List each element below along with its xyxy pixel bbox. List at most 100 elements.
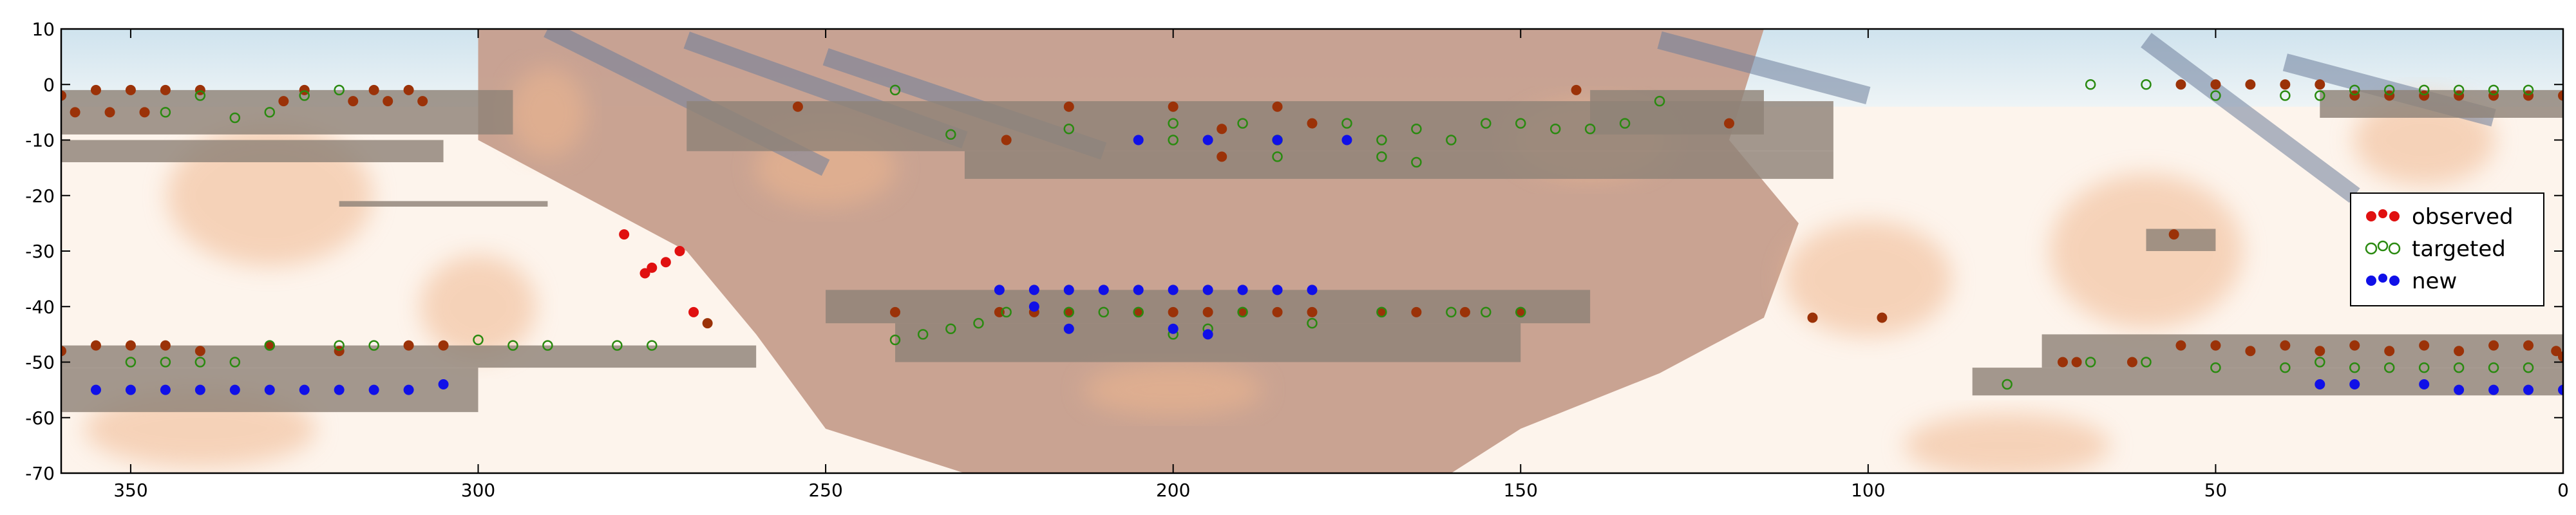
point-new	[160, 384, 171, 395]
point-targeted	[2141, 79, 2152, 90]
point-new	[368, 384, 379, 395]
legend-marker-observed	[2389, 211, 2400, 221]
point-observed	[1063, 101, 1074, 112]
bg-nebula-patch	[509, 67, 587, 158]
point-observed	[1307, 306, 1318, 317]
bg-scan-stripe	[1657, 31, 1871, 105]
survey-strip	[61, 89, 513, 135]
point-new	[90, 384, 101, 395]
point-new	[2488, 384, 2499, 395]
point-targeted	[229, 112, 241, 124]
point-observed	[90, 84, 101, 95]
point-new	[2315, 379, 2325, 389]
point-observed	[792, 101, 803, 112]
axis-ticks: 350 300 250 200 150 100 50 0100-10-20-30-40-50-…	[25, 19, 2569, 501]
point-new	[1133, 285, 1144, 295]
point-observed	[125, 340, 136, 351]
legend-marker-targeted	[2377, 240, 2389, 252]
point-observed	[278, 96, 289, 107]
legend-marker-new	[2389, 276, 2400, 286]
point-new	[1063, 323, 1074, 334]
legend-marker-targeted	[2388, 242, 2401, 255]
point-targeted	[2523, 84, 2534, 96]
survey-strip	[2041, 334, 2563, 368]
point-observed	[2175, 79, 2186, 90]
point-observed	[2551, 346, 2562, 357]
survey-strip	[2320, 89, 2563, 118]
point-targeted	[2002, 379, 2012, 390]
point-targeted	[2210, 362, 2221, 373]
point-targeted	[2453, 362, 2465, 373]
point-new	[403, 384, 414, 395]
point-new	[994, 285, 1005, 295]
point-observed	[1571, 84, 1582, 95]
point-observed	[160, 340, 171, 351]
point-observed	[639, 268, 650, 279]
point-targeted	[1168, 118, 1179, 129]
point-new	[1202, 135, 1213, 145]
point-targeted	[160, 107, 171, 118]
point-targeted	[1063, 306, 1075, 318]
point-observed	[2419, 340, 2430, 351]
point-observed	[2454, 346, 2465, 357]
point-new	[1272, 135, 1283, 145]
point-targeted	[264, 107, 275, 118]
point-targeted	[264, 340, 275, 351]
point-targeted	[1549, 124, 1561, 135]
point-new	[334, 384, 345, 395]
point-observed	[403, 340, 414, 351]
point-new	[1341, 135, 1352, 145]
point-new	[1168, 285, 1179, 295]
point-targeted	[1376, 306, 1387, 318]
x-tick-label: 200	[1156, 480, 1190, 501]
point-observed	[2488, 340, 2499, 351]
point-new	[1237, 285, 1248, 295]
point-observed	[2210, 340, 2221, 351]
point-observed	[1411, 306, 1422, 317]
point-observed	[2175, 340, 2186, 351]
legend: observed targeted new	[2350, 192, 2544, 306]
data-points-layer	[61, 79, 2563, 395]
point-observed	[368, 84, 379, 95]
point-targeted	[1237, 118, 1248, 129]
point-new	[2523, 384, 2534, 395]
point-observed	[61, 90, 66, 101]
point-observed	[1877, 312, 1888, 323]
point-targeted	[542, 340, 553, 351]
survey-strip	[826, 290, 1591, 324]
x-tick-label: 100	[1851, 480, 1885, 501]
legend-marker-new	[2378, 274, 2387, 283]
point-targeted	[160, 357, 171, 368]
point-targeted	[507, 340, 518, 351]
bg-nebula-patch	[1904, 413, 2110, 473]
point-targeted	[2453, 84, 2465, 96]
point-observed	[1515, 306, 1526, 317]
point-new	[299, 384, 310, 395]
point-observed	[2058, 357, 2068, 368]
point-targeted	[612, 340, 623, 351]
point-observed	[2384, 346, 2395, 357]
point-targeted	[2315, 90, 2325, 101]
point-targeted	[1515, 118, 1526, 129]
point-targeted	[2418, 362, 2430, 373]
point-targeted	[1341, 118, 1352, 129]
survey-strip	[61, 140, 444, 162]
point-observed	[139, 107, 150, 118]
x-tick-label: 0	[2557, 480, 2569, 501]
point-observed	[702, 318, 713, 329]
point-observed	[1133, 306, 1144, 317]
point-targeted	[889, 84, 901, 96]
point-targeted	[2280, 362, 2291, 373]
bg-nebula-patch	[420, 255, 536, 359]
point-observed	[125, 84, 136, 95]
x-tick-label: 50	[2204, 480, 2228, 501]
point-targeted	[2315, 357, 2325, 368]
point-observed	[70, 107, 80, 118]
bg-scan-stripe	[2141, 33, 2360, 203]
point-targeted	[1063, 124, 1075, 135]
point-observed	[403, 84, 414, 95]
y-tick-label: 10	[32, 19, 55, 40]
point-observed	[1237, 306, 1248, 317]
point-observed	[1001, 135, 1012, 145]
